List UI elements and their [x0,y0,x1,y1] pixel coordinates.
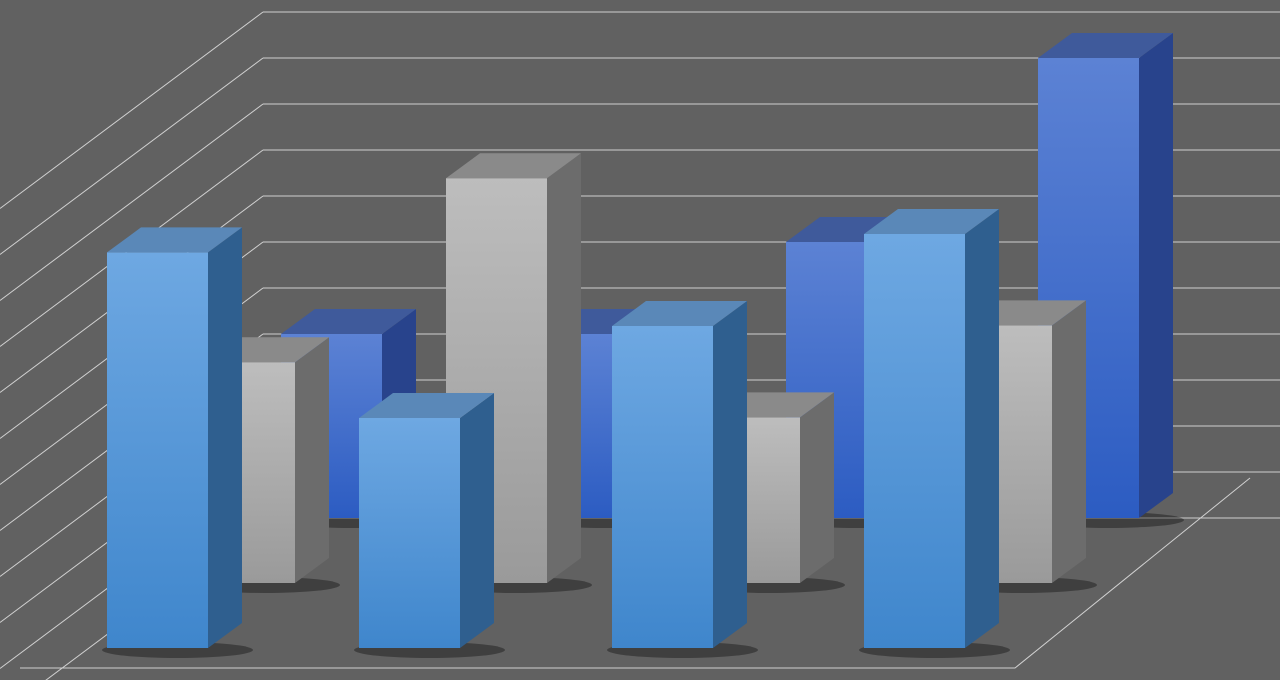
side-wall-gridline [0,103,264,301]
bar-top-face [1038,33,1173,58]
bar-side-face [547,153,581,583]
bar-top-face [864,209,999,234]
bar-back-4 [1033,33,1184,528]
bar-front-3 [607,301,758,658]
bar-top-face [281,309,416,334]
bar-front-face [864,234,965,648]
bar-top-face [359,393,494,418]
bar-top-face [446,153,581,179]
bar-front-face [359,418,460,648]
bar-side-face [460,393,494,648]
bar-middle-2 [441,153,592,593]
side-wall-gridline [0,57,264,255]
bar-top-face [107,227,242,253]
bar-front-face [612,326,713,648]
bar-side-face [208,227,242,648]
bar-side-face [800,392,834,583]
bars [102,33,1184,658]
bar-side-face [295,337,329,583]
side-wall-gridline [0,11,264,209]
bar-front-2 [354,393,505,658]
bar-side-face [1139,33,1173,518]
bar-top-face [612,301,747,326]
bar-front-1 [102,227,253,658]
bar-side-face [965,209,999,648]
bar-side-face [713,301,747,648]
bar-front-face [107,252,208,648]
bar-front-4 [859,209,1010,658]
bar-side-face [1052,300,1086,583]
floor-edge [20,477,1251,669]
